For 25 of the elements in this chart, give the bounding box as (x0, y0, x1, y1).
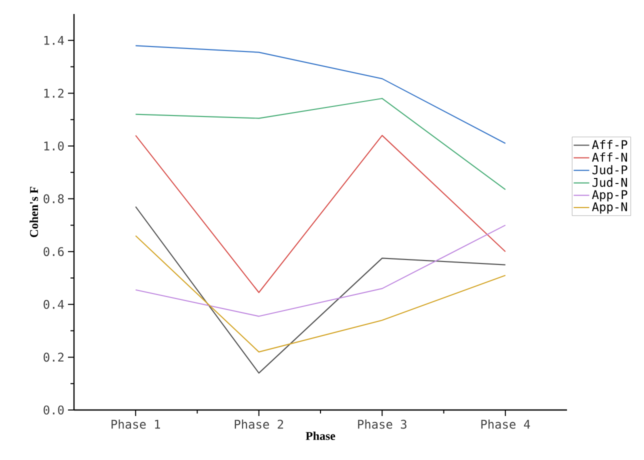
y-axis-title: Cohen's F (30, 186, 38, 238)
y-tick-label: 0.6 (44, 247, 64, 256)
y-tick-label: 0.8 (44, 194, 64, 204)
legend-label: Aff-P (592, 140, 628, 150)
line-series (135, 98, 506, 190)
legend-label: Jud-N (592, 178, 627, 187)
line-series (135, 235, 506, 352)
y-tick-label: 1.0 (44, 141, 64, 151)
line-series (135, 224, 506, 317)
y-tick-label: 1.2 (44, 88, 64, 98)
x-tick-label: Phase 1 (112, 420, 160, 429)
x-tick-label: Phase 2 (234, 420, 284, 429)
legend-label: App-P (592, 190, 628, 202)
line-series (135, 45, 506, 144)
line-series (135, 206, 506, 374)
legend-label: Jud-P (592, 165, 628, 174)
legend-label: Aff-N (592, 152, 627, 162)
y-tick-label: 0.0 (44, 405, 64, 415)
x-tick-label: Phase 4 (481, 420, 530, 429)
x-axis-title: Phase (306, 432, 336, 440)
y-tick-label: 0.4 (44, 300, 64, 309)
y-tick-label: 0.2 (44, 352, 64, 362)
legend-label: App-N (592, 202, 627, 214)
x-tick-label: Phase 3 (358, 420, 406, 429)
y-tick-label: 1.4 (44, 36, 64, 45)
